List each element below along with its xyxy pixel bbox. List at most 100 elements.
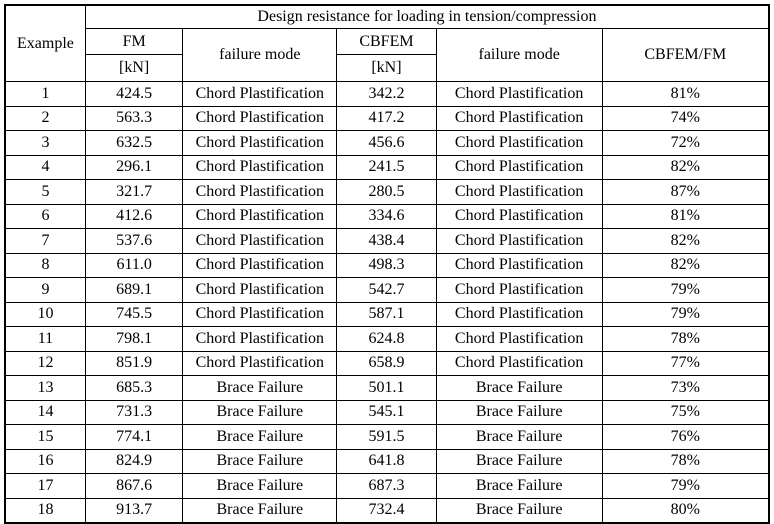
- cell-ratio: 79%: [601, 277, 770, 303]
- table-row: 6 412.6 Chord Plastification 334.6 Chord…: [4, 203, 770, 229]
- cell-cbfem-failure-mode: Brace Failure: [435, 448, 603, 474]
- table-row: 18 913.7 Brace Failure 732.4 Brace Failu…: [4, 497, 770, 524]
- cell-fm-value: 851.9: [84, 350, 184, 376]
- cell-cbfem-value: 498.3: [336, 252, 437, 278]
- header-fm: FM: [84, 28, 184, 55]
- cell-fm-value: 537.6: [84, 228, 184, 254]
- cell-example: 9: [4, 277, 86, 303]
- cell-fm-value: 798.1: [84, 326, 184, 352]
- cell-fm-failure-mode: Chord Plastification: [182, 252, 338, 278]
- cell-fm-failure-mode: Brace Failure: [182, 497, 338, 524]
- cell-fm-failure-mode: Chord Plastification: [182, 203, 338, 229]
- cell-ratio: 73%: [601, 375, 770, 401]
- cell-example: 14: [4, 399, 86, 425]
- table-row: 11 798.1 Chord Plastification 624.8 Chor…: [4, 326, 770, 352]
- cell-cbfem-failure-mode: Chord Plastification: [435, 252, 603, 278]
- cell-ratio: 82%: [601, 228, 770, 254]
- cell-example: 7: [4, 228, 86, 254]
- cell-fm-failure-mode: Chord Plastification: [182, 154, 338, 180]
- header-cbfem: CBFEM: [336, 28, 437, 55]
- table-row: 9 689.1 Chord Plastification 542.7 Chord…: [4, 277, 770, 303]
- cell-cbfem-failure-mode: Chord Plastification: [435, 326, 603, 352]
- table-row: 7 537.6 Chord Plastification 438.4 Chord…: [4, 228, 770, 254]
- cell-example: 2: [4, 105, 86, 131]
- cell-cbfem-value: 417.2: [336, 105, 437, 131]
- cell-ratio: 82%: [601, 154, 770, 180]
- cell-cbfem-failure-mode: Chord Plastification: [435, 179, 603, 205]
- cell-ratio: 74%: [601, 105, 770, 131]
- cell-example: 3: [4, 130, 86, 156]
- cell-cbfem-value: 641.8: [336, 448, 437, 474]
- cell-ratio: 75%: [601, 399, 770, 425]
- cell-example: 17: [4, 473, 86, 499]
- cell-fm-failure-mode: Chord Plastification: [182, 326, 338, 352]
- cell-ratio: 80%: [601, 497, 770, 524]
- cell-cbfem-value: 501.1: [336, 375, 437, 401]
- cell-cbfem-value: 687.3: [336, 473, 437, 499]
- table-row: 1 424.5 Chord Plastification 342.2 Chord…: [4, 81, 770, 107]
- cell-cbfem-failure-mode: Chord Plastification: [435, 130, 603, 156]
- cell-cbfem-value: 280.5: [336, 179, 437, 205]
- cell-example: 11: [4, 326, 86, 352]
- cell-fm-value: 867.6: [84, 473, 184, 499]
- header-failure-mode-fm: failure mode: [182, 28, 338, 82]
- cell-fm-value: 913.7: [84, 497, 184, 524]
- cell-example: 18: [4, 497, 86, 524]
- cell-fm-failure-mode: Brace Failure: [182, 473, 338, 499]
- cell-ratio: 81%: [601, 203, 770, 229]
- cell-fm-value: 296.1: [84, 154, 184, 180]
- cell-cbfem-failure-mode: Brace Failure: [435, 473, 603, 499]
- cell-cbfem-failure-mode: Chord Plastification: [435, 203, 603, 229]
- resistance-table: Example Design resistance for loading in…: [4, 4, 770, 524]
- cell-example: 10: [4, 301, 86, 327]
- cell-example: 13: [4, 375, 86, 401]
- cell-fm-failure-mode: Chord Plastification: [182, 228, 338, 254]
- cell-cbfem-value: 545.1: [336, 399, 437, 425]
- cell-fm-value: 563.3: [84, 105, 184, 131]
- cell-fm-failure-mode: Chord Plastification: [182, 105, 338, 131]
- cell-ratio: 78%: [601, 326, 770, 352]
- cell-cbfem-failure-mode: Chord Plastification: [435, 154, 603, 180]
- cell-fm-failure-mode: Brace Failure: [182, 375, 338, 401]
- header-row-main: FM failure mode CBFEM failure mode CBFEM…: [5, 28, 770, 82]
- cell-fm-value: 824.9: [84, 448, 184, 474]
- cell-fm-failure-mode: Chord Plastification: [182, 179, 338, 205]
- cell-ratio: 87%: [601, 179, 770, 205]
- cell-fm-failure-mode: Chord Plastification: [182, 277, 338, 303]
- cell-fm-value: 321.7: [84, 179, 184, 205]
- cell-cbfem-failure-mode: Chord Plastification: [435, 350, 603, 376]
- cell-cbfem-value: 591.5: [336, 424, 437, 450]
- cell-ratio: 72%: [601, 130, 770, 156]
- table-row: 5 321.7 Chord Plastification 280.5 Chord…: [4, 179, 770, 205]
- cell-fm-failure-mode: Brace Failure: [182, 399, 338, 425]
- cell-fm-value: 424.5: [84, 81, 184, 107]
- cell-fm-value: 774.1: [84, 424, 184, 450]
- cell-cbfem-failure-mode: Brace Failure: [435, 375, 603, 401]
- table-row: 13 685.3 Brace Failure 501.1 Brace Failu…: [4, 375, 770, 401]
- header-row-unit: [kN] [kN]: [5, 54, 769, 82]
- table-row: 10 745.5 Chord Plastification 587.1 Chor…: [4, 301, 770, 327]
- cell-cbfem-value: 456.6: [336, 130, 437, 156]
- header-ratio: CBFEM/FM: [601, 28, 770, 82]
- cell-cbfem-failure-mode: Chord Plastification: [435, 277, 603, 303]
- cell-example: 4: [4, 154, 86, 180]
- cell-example: 6: [4, 203, 86, 229]
- cell-cbfem-value: 342.2: [336, 81, 437, 107]
- cell-cbfem-value: 658.9: [336, 350, 437, 376]
- table-body: 1 424.5 Chord Plastification 342.2 Chord…: [4, 81, 770, 524]
- cell-cbfem-failure-mode: Chord Plastification: [435, 81, 603, 107]
- cell-fm-failure-mode: Chord Plastification: [182, 81, 338, 107]
- cell-cbfem-failure-mode: Brace Failure: [435, 497, 603, 524]
- table-row: 16 824.9 Brace Failure 641.8 Brace Failu…: [4, 448, 770, 474]
- header-row-title: Example Design resistance for loading in…: [4, 4, 770, 82]
- cell-example: 15: [4, 424, 86, 450]
- cell-fm-value: 745.5: [84, 301, 184, 327]
- table-row: 14 731.3 Brace Failure 545.1 Brace Failu…: [4, 399, 770, 425]
- cell-fm-failure-mode: Chord Plastification: [182, 130, 338, 156]
- cell-example: 8: [4, 252, 86, 278]
- header-example: Example: [4, 4, 86, 82]
- cell-ratio: 82%: [601, 252, 770, 278]
- cell-ratio: 76%: [601, 424, 770, 450]
- header-failure-mode-cbfem: failure mode: [435, 28, 603, 82]
- cell-ratio: 81%: [601, 81, 770, 107]
